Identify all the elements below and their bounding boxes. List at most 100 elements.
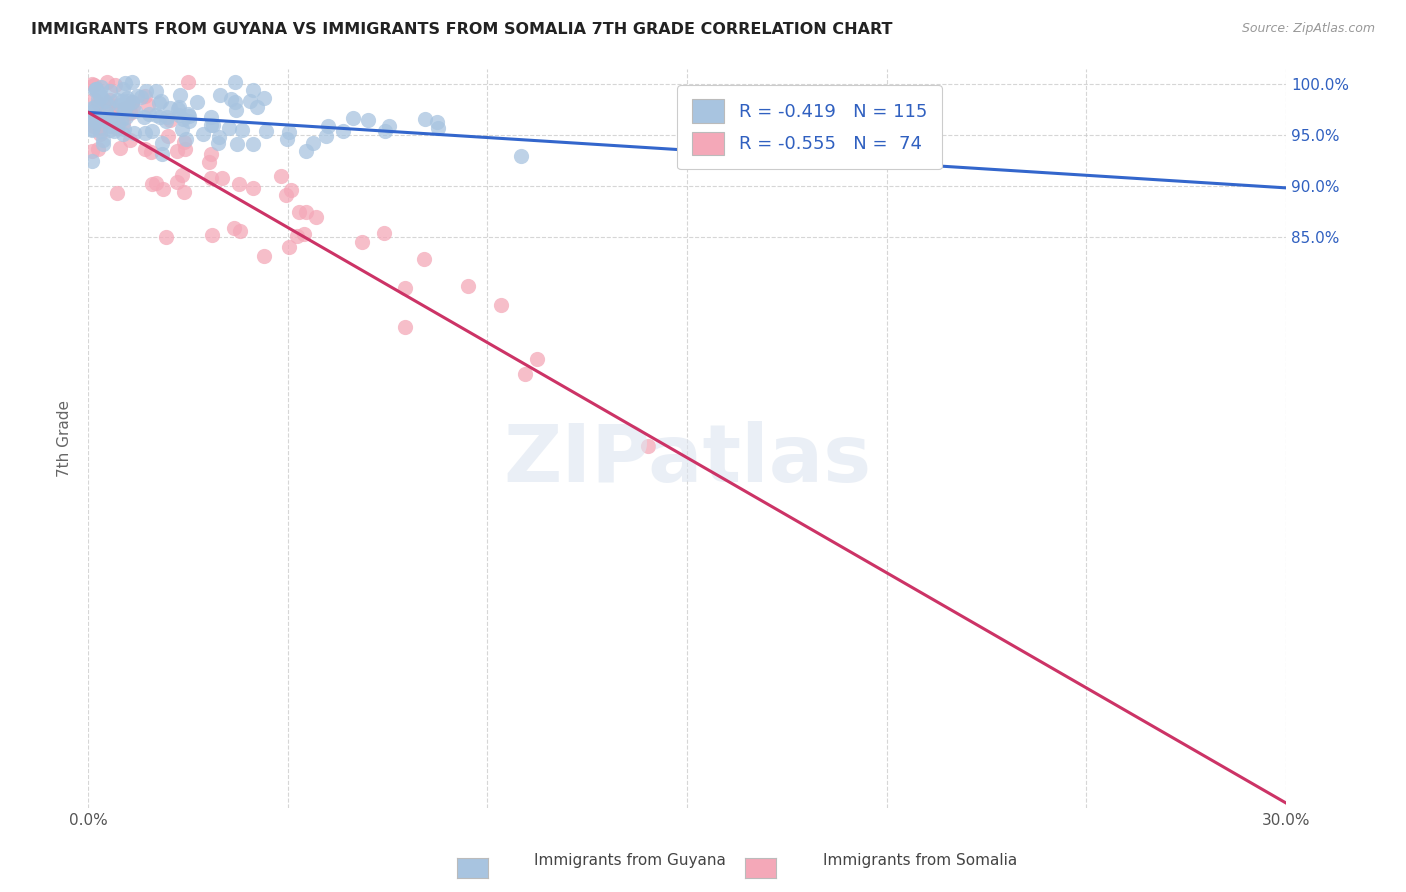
Point <box>110 113 132 128</box>
Point <box>89 120 111 135</box>
Point <box>105 93 128 107</box>
Point <box>224 75 246 89</box>
Point <box>231 123 253 137</box>
Point <box>246 100 269 114</box>
Point <box>239 94 262 108</box>
Point <box>208 129 231 144</box>
Point <box>97 113 120 128</box>
Point <box>117 97 139 112</box>
Point <box>114 100 136 114</box>
Point <box>274 188 297 202</box>
Point <box>117 94 139 108</box>
Point <box>170 169 193 183</box>
Point <box>90 80 112 95</box>
Point <box>89 88 111 103</box>
Point <box>166 102 188 116</box>
Text: IMMIGRANTS FROM GUYANA VS IMMIGRANTS FROM SOMALIA 7TH GRADE CORRELATION CHART: IMMIGRANTS FROM GUYANA VS IMMIGRANTS FRO… <box>31 22 893 37</box>
Point <box>150 136 173 150</box>
Point <box>426 121 449 136</box>
Point <box>91 136 114 151</box>
Point <box>179 114 201 128</box>
Point <box>107 103 129 117</box>
Point <box>513 367 536 381</box>
Point <box>82 123 104 137</box>
Point <box>278 240 301 254</box>
Point <box>198 154 221 169</box>
Point <box>82 121 104 136</box>
Point <box>394 281 416 295</box>
Point <box>526 352 548 367</box>
Point <box>211 170 233 185</box>
Point <box>100 119 122 133</box>
Point <box>177 107 200 121</box>
Y-axis label: 7th Grade: 7th Grade <box>58 400 72 477</box>
Point <box>179 109 201 123</box>
Point <box>302 136 325 151</box>
Point <box>201 118 224 132</box>
Point <box>173 135 195 149</box>
Point <box>104 104 127 119</box>
Point <box>225 103 247 118</box>
Point <box>103 124 125 138</box>
Point <box>96 114 118 128</box>
Point <box>149 110 172 124</box>
Point <box>82 154 104 169</box>
Point <box>426 115 449 129</box>
Point <box>111 128 134 142</box>
Point <box>83 91 105 105</box>
Point <box>157 129 180 144</box>
Point <box>141 177 163 191</box>
Point <box>87 96 110 111</box>
Point <box>159 113 181 128</box>
Point <box>200 147 222 161</box>
Point <box>89 124 111 138</box>
Point <box>97 98 120 112</box>
Point <box>152 147 174 161</box>
Point <box>342 111 364 125</box>
Point <box>155 230 177 244</box>
Point <box>98 97 121 112</box>
Point <box>97 110 120 124</box>
Point <box>357 113 380 128</box>
Point <box>91 133 114 147</box>
Point <box>118 105 141 120</box>
Point <box>305 210 328 224</box>
Point <box>170 121 193 136</box>
Point <box>270 169 292 184</box>
Point <box>169 108 191 122</box>
Point <box>94 94 117 108</box>
Point <box>83 99 105 113</box>
Point <box>82 102 104 116</box>
Point <box>132 110 155 124</box>
Point <box>174 132 197 146</box>
Point <box>89 127 111 141</box>
Point <box>111 82 134 96</box>
Point <box>107 116 129 130</box>
Point <box>121 75 143 89</box>
Point <box>89 106 111 120</box>
Point <box>457 279 479 293</box>
Point <box>138 98 160 112</box>
Point <box>86 113 108 128</box>
Point <box>224 95 246 110</box>
Point <box>82 115 104 129</box>
Point <box>292 227 315 241</box>
Point <box>228 178 250 192</box>
Point <box>352 235 374 249</box>
Point <box>120 104 142 119</box>
Point <box>174 142 197 156</box>
Point <box>218 120 240 135</box>
Point <box>193 128 215 142</box>
Point <box>219 92 242 106</box>
Text: Immigrants from Guyana: Immigrants from Guyana <box>534 853 725 868</box>
Point <box>105 186 128 200</box>
Point <box>134 142 156 156</box>
Point <box>94 112 117 127</box>
Point <box>224 221 246 235</box>
Point <box>295 145 318 159</box>
Point <box>229 224 252 238</box>
Point <box>134 89 156 103</box>
Point <box>138 107 160 121</box>
Point <box>114 110 136 124</box>
Point <box>285 229 308 244</box>
